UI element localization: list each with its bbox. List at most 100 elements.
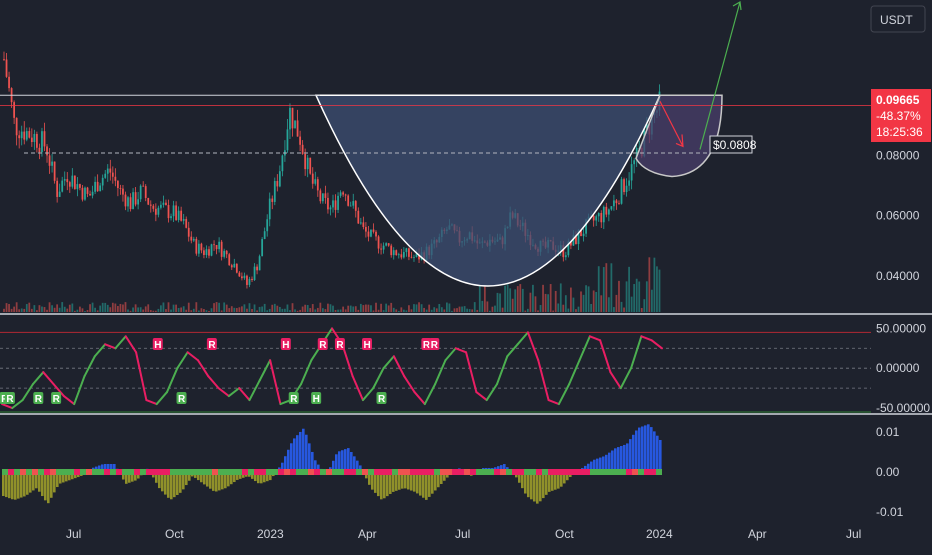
volume-bar <box>659 270 661 312</box>
candle-body <box>289 108 291 130</box>
candle-body <box>261 239 263 256</box>
signal-strip-cell <box>296 469 302 475</box>
volume-bar <box>408 305 410 312</box>
signal-strip-cell <box>446 469 452 475</box>
candle-body <box>13 102 15 118</box>
volume-bar <box>628 267 630 312</box>
volume-bar <box>23 309 25 312</box>
oscillator-segment <box>404 376 414 392</box>
signal-strip-cell <box>380 469 386 475</box>
oscillator-segment <box>136 352 146 400</box>
volume-bar <box>183 306 185 312</box>
candle-body <box>276 181 278 186</box>
oscillator-segment <box>631 336 641 368</box>
signal-strip-cell <box>254 469 260 475</box>
signal-strip-cell <box>314 469 320 475</box>
volume-bar <box>618 281 620 312</box>
candle-body <box>228 254 230 265</box>
volume-bar <box>203 309 205 312</box>
candle-body <box>74 176 76 189</box>
volume-bar <box>641 308 643 312</box>
candle-body <box>322 193 324 201</box>
price-tick-label: 0.04000 <box>876 269 920 283</box>
divergence-label: R <box>290 394 298 405</box>
volume-bar <box>631 297 633 312</box>
volume-bar <box>388 305 390 312</box>
currency-button[interactable]: USDT <box>871 6 925 32</box>
candle-body <box>380 249 382 250</box>
signal-strip-cell <box>308 469 314 475</box>
candle-body <box>279 171 281 186</box>
signal-strip-cell <box>86 469 92 475</box>
volume-bar <box>117 306 119 312</box>
divergence-label: H <box>154 340 161 351</box>
candle-body <box>618 203 620 204</box>
volume-bar <box>438 304 440 312</box>
volume-bar <box>350 306 352 312</box>
histogram-bar <box>647 424 650 472</box>
volume-bar <box>198 311 200 312</box>
candle-body <box>99 186 101 192</box>
candle-body <box>117 181 119 188</box>
volume-bar <box>466 309 468 312</box>
volume-bar <box>575 309 577 312</box>
oscillator-segment <box>425 384 435 404</box>
candle-body <box>264 231 266 239</box>
oscillator-segment <box>146 400 156 404</box>
volume-bar <box>504 286 506 312</box>
signal-strip-cell <box>8 469 14 475</box>
volume-bar <box>297 311 299 312</box>
signal-strip-cell <box>98 469 104 475</box>
candle-body <box>23 132 25 140</box>
volume-bar <box>431 310 433 312</box>
candle-body <box>183 219 185 221</box>
histogram-bar <box>167 472 170 498</box>
oscillator-segment <box>177 352 187 368</box>
signal-strip-cell <box>434 469 440 475</box>
candle-body <box>104 174 106 178</box>
histogram-bar <box>416 472 419 493</box>
signal-strip-cell <box>608 469 614 475</box>
histogram-bar <box>347 448 350 472</box>
volume-bar <box>461 307 463 312</box>
candle-body <box>332 200 334 207</box>
volume-bar <box>380 304 382 312</box>
volume-bar <box>489 311 491 312</box>
volume-bar <box>393 308 395 312</box>
volume-bar <box>213 303 215 312</box>
volume-bar <box>173 305 175 312</box>
candle-body <box>59 192 61 197</box>
candle-body <box>299 137 301 145</box>
volume-bar <box>201 308 203 312</box>
volume-bar <box>532 285 534 312</box>
oscillator-segment <box>188 352 198 360</box>
volume-bar <box>122 305 124 312</box>
signal-strip-cell <box>620 469 626 475</box>
histogram-bar <box>545 472 548 495</box>
candle-body <box>269 199 271 220</box>
candle-body <box>163 203 165 205</box>
candle-body <box>406 248 408 252</box>
time-tick-label: Oct <box>165 527 184 541</box>
candle-body <box>631 164 633 180</box>
volume-bar <box>160 305 162 312</box>
target-price-label: $0.0808 <box>710 136 757 153</box>
signal-strip-cell <box>536 469 542 475</box>
volume-bar <box>456 308 458 312</box>
volume-bar <box>16 302 18 312</box>
signal-strip-cell <box>38 469 44 475</box>
signal-strip-cell <box>50 469 56 475</box>
histogram-bar <box>377 472 380 496</box>
volume-bar <box>87 310 89 312</box>
volume-bar <box>304 305 306 312</box>
volume-bar <box>626 281 628 312</box>
signal-strip-cell <box>356 469 362 475</box>
volume-bar <box>226 305 228 312</box>
oscillator-segment <box>384 356 394 368</box>
signal-strip-cell <box>194 469 200 475</box>
candle-body <box>54 162 56 181</box>
volume-bar <box>299 310 301 312</box>
candle-body <box>236 264 238 273</box>
volume-bar <box>36 310 38 312</box>
